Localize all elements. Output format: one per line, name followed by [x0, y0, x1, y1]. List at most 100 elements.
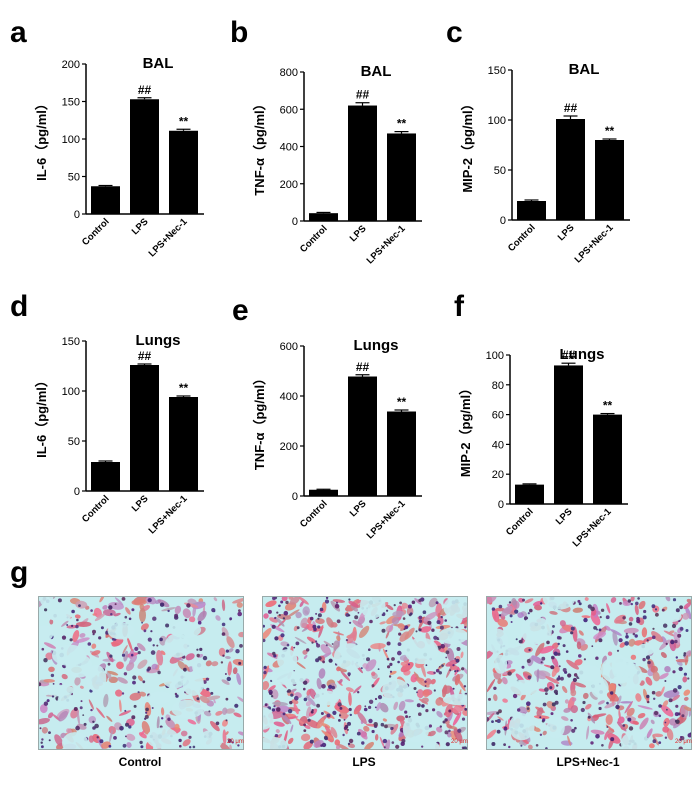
significance-label: ** [179, 381, 189, 395]
y-axis-label: TNF-α（pg/ml） [252, 97, 267, 195]
micrograph-image [39, 597, 243, 749]
significance-label: ## [356, 88, 370, 102]
y-tick-label: 0 [292, 491, 298, 503]
bar [517, 201, 546, 220]
significance-label: ** [603, 399, 613, 413]
y-tick-label: 0 [500, 215, 506, 227]
scale-bar-label: 20 μm [227, 739, 244, 745]
bar [309, 213, 338, 221]
y-tick-label: 50 [68, 436, 80, 448]
y-tick-label: 20 [492, 469, 504, 481]
chart-title: BAL [143, 55, 174, 72]
y-tick-label: 200 [280, 441, 298, 453]
bar [309, 489, 338, 496]
y-tick-label: 100 [62, 386, 80, 398]
y-tick-label: 0 [498, 499, 504, 511]
panel-label-f: f [454, 290, 464, 323]
significance-label: ** [179, 114, 189, 128]
bar [595, 140, 624, 220]
y-tick-label: 100 [488, 115, 506, 127]
y-tick-label: 0 [74, 209, 80, 221]
panel-label-d: d [10, 290, 29, 323]
x-tick-label: Control [504, 506, 536, 538]
chart-title: Lungs [136, 332, 181, 349]
bar [130, 99, 159, 214]
x-tick-label: Control [80, 216, 112, 248]
significance-label: ## [564, 101, 578, 115]
bar [91, 462, 120, 491]
y-tick-label: 100 [62, 134, 80, 146]
significance-label: ** [397, 395, 407, 409]
x-tick-label: LPS [130, 216, 151, 237]
y-tick-label: 0 [74, 486, 80, 498]
significance-label: ## [138, 83, 152, 97]
x-tick-label: Control [80, 493, 112, 525]
x-tick-label: LPS [130, 493, 151, 514]
panel-label-b: b [230, 16, 249, 49]
y-axis-label: TNF-α（pg/ml） [252, 372, 267, 470]
y-tick-label: 150 [488, 65, 506, 77]
panel-label-e: e [232, 294, 249, 327]
bar [556, 119, 585, 220]
bar [515, 484, 544, 504]
chart-title: BAL [569, 61, 600, 78]
y-tick-label: 50 [494, 165, 506, 177]
y-axis-label: IL-6（pg/ml） [34, 97, 49, 181]
chart-title: Lungs [354, 337, 399, 354]
x-tick-label: LPS+Nec-1 [365, 498, 409, 542]
chart-c: 0 50 100 150 MIP-2（pg/ml） BAL Control ## LPS ** LP… [460, 61, 630, 265]
y-tick-label: 0 [292, 216, 298, 228]
y-tick-label: 600 [280, 341, 298, 353]
x-tick-label: LPS+Nec-1 [573, 222, 617, 266]
x-tick-label: LPS [556, 222, 577, 243]
bar [169, 130, 198, 214]
bar [348, 105, 377, 221]
y-tick-label: 200 [280, 179, 298, 191]
panel-label-g: g [10, 556, 29, 589]
chart-e: 0 200 400 600 TNF-α（pg/ml） Lungs Control ## LPS *… [252, 337, 422, 541]
y-axis-label: IL-6（pg/ml） [34, 374, 49, 458]
x-tick-label: LPS [348, 498, 369, 519]
y-tick-label: 150 [62, 97, 80, 109]
bar [91, 186, 120, 214]
y-tick-label: 50 [68, 172, 80, 184]
x-tick-label: LPS+Nec-1 [147, 493, 191, 537]
chart-title: BAL [361, 63, 392, 80]
bar [169, 397, 198, 491]
micrograph-caption-lps-nec1: LPS+Nec-1 [556, 755, 620, 769]
x-tick-label: LPS+Nec-1 [365, 223, 409, 267]
scale-bar-label: 20 μm [451, 739, 468, 745]
micrograph-image [263, 597, 467, 749]
y-tick-label: 600 [280, 104, 298, 116]
bar [130, 365, 159, 491]
chart-title: Lungs [560, 346, 605, 363]
y-tick-label: 400 [280, 142, 298, 154]
bar [387, 133, 416, 221]
x-tick-label: LPS [348, 223, 369, 244]
x-tick-label: Control [506, 222, 538, 254]
panel-label-c: c [446, 16, 463, 49]
scale-bar-label: 20 μm [675, 739, 692, 745]
x-tick-label: Control [298, 498, 330, 530]
bar [593, 414, 622, 504]
bar [348, 376, 377, 496]
significance-label: ** [605, 124, 615, 138]
panel-label-a: a [10, 16, 27, 49]
x-tick-label: LPS [554, 506, 575, 527]
y-tick-label: 80 [492, 380, 504, 392]
chart-b: 0 200 400 600 800 TNF-α（pg/ml） BAL Control ## LPS… [252, 63, 422, 266]
y-tick-label: 400 [280, 391, 298, 403]
x-tick-label: Control [298, 223, 330, 255]
chart-d: 0 50 100 150 IL-6（pg/ml） Lungs Control ## LPS ** L… [34, 332, 204, 536]
y-tick-label: 60 [492, 410, 504, 422]
significance-label: ## [356, 360, 370, 374]
y-tick-label: 150 [62, 336, 80, 348]
micrograph-caption-lps: LPS [352, 755, 376, 769]
x-tick-label: LPS+Nec-1 [571, 506, 615, 550]
chart-a: 0 50 100 150 200 IL-6（pg/ml） BAL Control ## LPS **… [34, 55, 204, 259]
y-tick-label: 200 [62, 59, 80, 71]
y-tick-label: 100 [486, 350, 504, 362]
significance-label: ## [562, 348, 576, 362]
x-tick-label: LPS+Nec-1 [147, 216, 191, 260]
